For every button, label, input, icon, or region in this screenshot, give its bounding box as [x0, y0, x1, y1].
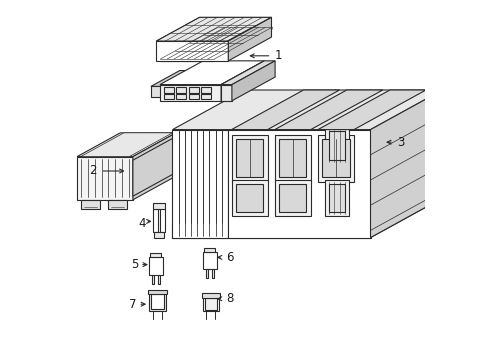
- Polygon shape: [221, 61, 275, 85]
- Polygon shape: [211, 269, 214, 278]
- Polygon shape: [77, 157, 133, 200]
- Polygon shape: [148, 290, 167, 294]
- Polygon shape: [172, 130, 227, 238]
- Polygon shape: [274, 135, 310, 182]
- Polygon shape: [172, 223, 370, 238]
- Polygon shape: [163, 87, 173, 93]
- Polygon shape: [151, 86, 161, 97]
- Text: 1: 1: [274, 49, 282, 62]
- Polygon shape: [228, 17, 271, 61]
- Polygon shape: [231, 90, 339, 130]
- Polygon shape: [107, 200, 127, 209]
- Text: 6: 6: [226, 251, 233, 264]
- Polygon shape: [317, 90, 425, 130]
- Polygon shape: [227, 130, 370, 238]
- Text: 7: 7: [129, 298, 136, 311]
- Polygon shape: [328, 184, 344, 212]
- Polygon shape: [157, 275, 160, 284]
- Polygon shape: [160, 27, 271, 59]
- Polygon shape: [152, 275, 154, 284]
- Polygon shape: [161, 71, 189, 97]
- Polygon shape: [201, 87, 211, 93]
- Polygon shape: [434, 78, 478, 94]
- Polygon shape: [153, 232, 163, 238]
- Polygon shape: [231, 61, 275, 101]
- Polygon shape: [235, 139, 263, 177]
- Polygon shape: [203, 296, 218, 311]
- Polygon shape: [221, 61, 264, 101]
- Polygon shape: [133, 136, 176, 196]
- Polygon shape: [172, 184, 442, 223]
- Polygon shape: [188, 94, 199, 99]
- Polygon shape: [152, 203, 164, 209]
- Polygon shape: [221, 85, 231, 101]
- Polygon shape: [204, 248, 215, 252]
- Polygon shape: [133, 133, 176, 200]
- Polygon shape: [160, 85, 221, 101]
- Text: 2: 2: [89, 165, 97, 177]
- Polygon shape: [151, 71, 189, 86]
- Polygon shape: [150, 253, 161, 257]
- Polygon shape: [188, 87, 199, 93]
- Polygon shape: [160, 209, 164, 232]
- Polygon shape: [231, 180, 267, 216]
- Polygon shape: [325, 180, 348, 216]
- Polygon shape: [160, 59, 214, 61]
- Text: 4: 4: [138, 217, 145, 230]
- Polygon shape: [201, 94, 211, 99]
- Text: 3: 3: [397, 136, 404, 149]
- Polygon shape: [203, 252, 216, 269]
- Polygon shape: [274, 180, 310, 216]
- Polygon shape: [81, 200, 101, 209]
- Polygon shape: [370, 90, 442, 238]
- Polygon shape: [235, 184, 263, 212]
- Polygon shape: [176, 94, 186, 99]
- Polygon shape: [152, 209, 158, 232]
- Polygon shape: [231, 135, 267, 182]
- Polygon shape: [370, 184, 442, 238]
- Polygon shape: [151, 294, 164, 309]
- Polygon shape: [176, 87, 186, 93]
- Polygon shape: [172, 90, 442, 130]
- Polygon shape: [449, 78, 478, 115]
- Polygon shape: [163, 94, 173, 99]
- Polygon shape: [77, 133, 176, 157]
- Polygon shape: [214, 27, 271, 61]
- Polygon shape: [325, 128, 348, 164]
- Polygon shape: [317, 135, 353, 182]
- Text: 5: 5: [131, 258, 138, 271]
- Polygon shape: [149, 257, 163, 275]
- Polygon shape: [279, 139, 306, 177]
- Polygon shape: [434, 94, 449, 115]
- Polygon shape: [328, 131, 344, 160]
- Polygon shape: [205, 269, 208, 278]
- Polygon shape: [202, 293, 219, 298]
- Polygon shape: [81, 133, 172, 157]
- Polygon shape: [322, 139, 349, 177]
- Polygon shape: [204, 298, 216, 310]
- Polygon shape: [279, 184, 306, 212]
- Polygon shape: [160, 61, 264, 85]
- Polygon shape: [156, 41, 228, 61]
- Text: 8: 8: [226, 292, 233, 305]
- Polygon shape: [274, 90, 382, 130]
- Polygon shape: [156, 17, 271, 41]
- Polygon shape: [149, 292, 166, 311]
